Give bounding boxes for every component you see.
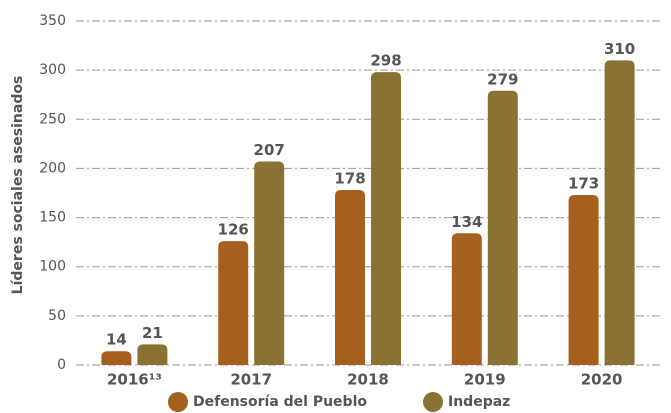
data-label: 134 <box>451 213 482 231</box>
bar <box>335 190 365 365</box>
legend-swatch <box>168 392 188 412</box>
x-tick-label: 2020 <box>581 371 623 389</box>
bar <box>137 344 168 365</box>
y-tick-label: 100 <box>39 259 66 275</box>
data-label: 178 <box>334 170 365 188</box>
bar <box>487 90 518 365</box>
data-label: 173 <box>568 174 599 192</box>
y-tick-label: 350 <box>39 13 66 29</box>
bar <box>604 60 635 366</box>
y-tick-label: 250 <box>39 111 66 127</box>
data-label: 14 <box>106 331 127 349</box>
x-tick-label: 2019 <box>464 371 506 389</box>
data-label: 126 <box>218 221 249 239</box>
legend-label: Defensoría del Pueblo <box>193 394 367 410</box>
bar <box>101 351 132 365</box>
y-tick-label: 300 <box>39 62 66 78</box>
x-tick-label: 2016¹³ <box>107 371 162 389</box>
y-tick-label: 150 <box>39 210 66 226</box>
bar <box>218 241 249 365</box>
x-tick-label: 2017 <box>230 371 272 389</box>
data-label: 310 <box>604 40 635 58</box>
y-tick-label: 0 <box>57 357 66 373</box>
legend-label: Indepaz <box>448 394 510 410</box>
y-axis-label: Líderes sociales asesinados <box>10 76 26 295</box>
bar <box>568 194 599 365</box>
bar <box>254 161 285 365</box>
y-tick-label: 50 <box>48 308 66 324</box>
bar <box>451 233 482 365</box>
data-label: 279 <box>487 70 518 88</box>
data-label: 21 <box>142 324 163 342</box>
data-label: 207 <box>254 141 285 159</box>
bar <box>371 72 401 365</box>
data-label: 298 <box>370 52 401 70</box>
y-tick-label: 200 <box>39 160 66 176</box>
x-tick-label: 2018 <box>347 371 389 389</box>
legend-swatch <box>423 392 443 412</box>
